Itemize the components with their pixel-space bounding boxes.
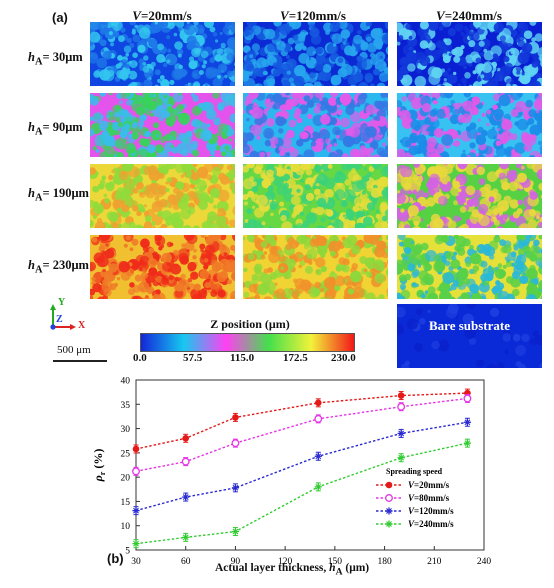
x-tick-label: 240 [477,557,492,567]
data-point [398,430,405,437]
heightmap-tile-90-v120 [243,93,388,157]
y-tick-label: 35 [121,401,131,411]
heightmap-tile-30-v240 [397,22,542,86]
data-point [182,534,189,541]
legend-title: Spreading speed [386,467,443,476]
y-tick-label: 25 [121,449,131,459]
x-tick-label: 60 [181,557,191,567]
heightmap-tile-230-v20 [90,235,235,299]
y-tick-label: 30 [121,425,131,435]
data-point [182,435,189,442]
scale-bar-label: 500 μm [57,344,91,356]
data-point [232,528,239,535]
y-tick-label: 40 [121,377,131,387]
colorbar-tick: 230.0 [331,352,356,364]
data-point [386,482,393,489]
y-axis-label: ρr (%) [91,449,107,483]
data-point [232,414,239,421]
colorbar-tick: 172.5 [283,352,308,364]
colorbar-tick: 115.0 [230,352,254,364]
heightmap-tile-190-v20 [90,164,235,228]
data-point [385,507,392,514]
data-point [133,468,140,475]
panel-b-label: (b) [107,551,124,566]
panel-a-label: (a) [52,10,68,25]
colorbar-tick: 57.5 [183,352,202,364]
data-point [464,440,471,447]
series-v20mms [133,389,471,453]
heightmap-tile-90-v20 [90,93,235,157]
axes-orientation-icon: Y Z X [44,300,94,336]
y-tick-label: 15 [121,498,131,508]
heightmap-tile-30-v20 [90,22,235,86]
y-tick-label: 10 [121,522,131,532]
data-point [385,520,392,527]
data-point [133,446,140,453]
data-point [464,395,471,402]
row-header-30: hA= 30μm [28,50,83,68]
legend-entry: V=20mm/s [408,480,450,490]
legend-entry: V=240mm/s [408,519,454,529]
data-point [315,483,322,490]
heightmap-tile-230-v120 [243,235,388,299]
y-tick-label: 5 [125,547,130,557]
data-point [398,454,405,461]
row-header-190: hA= 190μm [28,186,89,204]
data-point [182,493,189,500]
x-tick-label: 180 [377,557,392,567]
data-point [232,440,239,447]
legend-entry: V=80mm/s [408,493,450,503]
data-point [132,507,139,514]
colorbar-title: Z position (μm) [180,317,320,332]
row-header-230: hA= 230μm [28,258,89,276]
data-point [132,540,139,547]
data-point [398,403,405,410]
legend-entry: V=120mm/s [408,506,454,516]
data-point [315,416,322,423]
heightmap-tile-30-v120 [243,22,388,86]
bare-substrate-tile: Bare substrate [397,304,542,368]
colorbar-gradient [140,333,355,352]
axis-y-label: Y [58,297,65,308]
x-axis-label: Actual layer thickness, hA (μm) [215,562,369,577]
data-point [182,458,189,465]
bare-substrate-label: Bare substrate [397,318,542,334]
data-point [315,400,322,407]
data-point [232,484,239,491]
legend: Spreading speed V=20mm/s V=80mm/s V=120mm/s… [376,467,454,529]
heightmap-tile-190-v240 [397,164,542,228]
axis-x-label: X [78,320,85,331]
data-point [315,453,322,460]
x-tick-label: 210 [427,557,442,567]
heightmap-tile-190-v120 [243,164,388,228]
scale-bar [53,360,107,362]
data-point [464,419,471,426]
row-header-90: hA= 90μm [28,120,83,138]
axis-z-label: Z [56,314,63,325]
data-point [398,392,405,399]
x-tick-label: 30 [131,557,141,567]
heightmap-tile-90-v240 [397,93,542,157]
colorbar-tick: 0.0 [133,352,147,364]
y-tick-label: 20 [121,474,131,484]
data-point [386,495,393,502]
heightmap-tile-230-v240 [397,235,542,299]
